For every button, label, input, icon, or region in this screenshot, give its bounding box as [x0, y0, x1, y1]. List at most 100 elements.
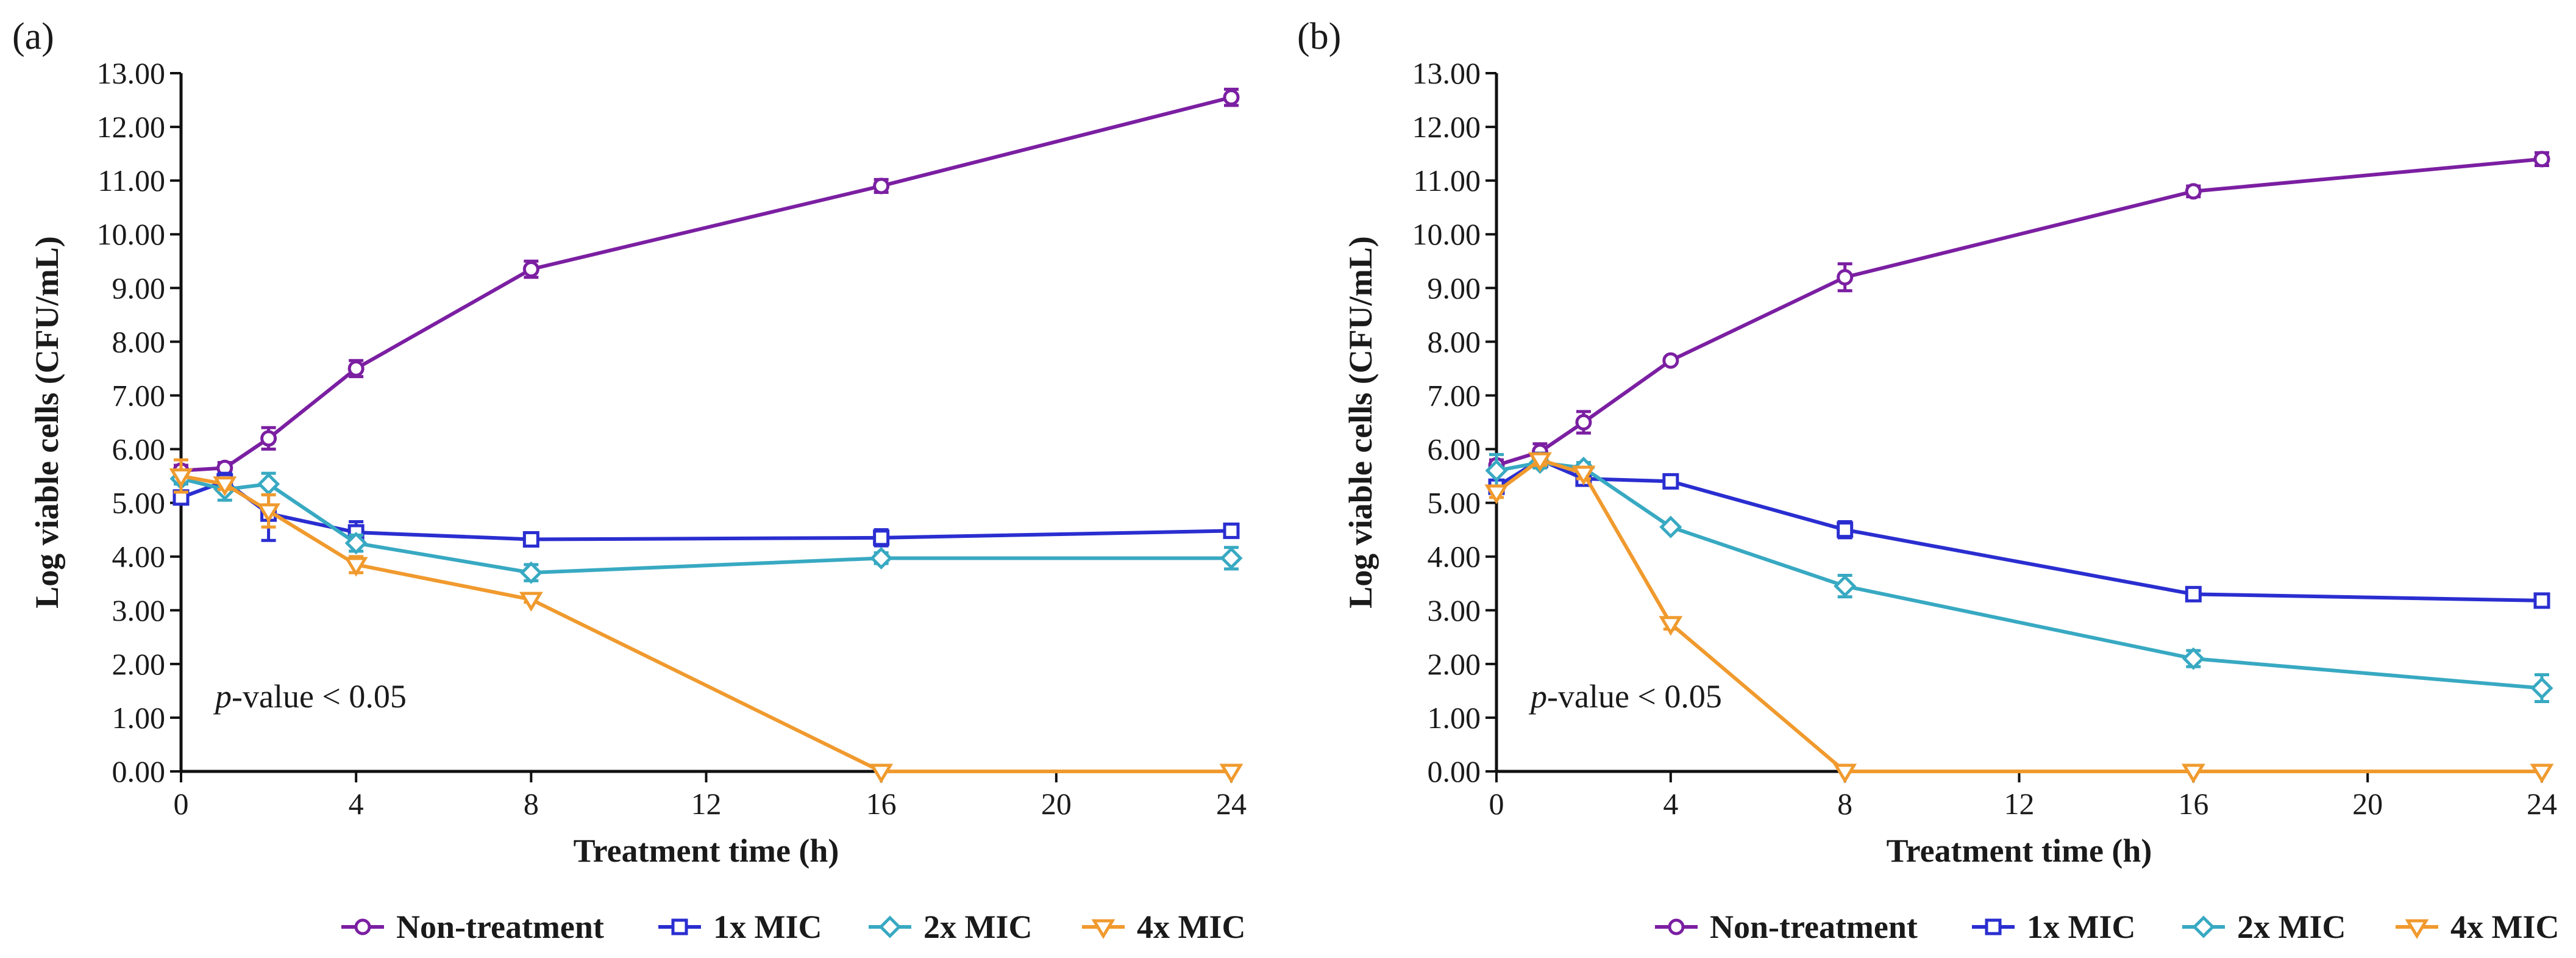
panel-a-point-1x-mic — [1223, 522, 1240, 539]
panel-b-point-4x-mic — [1833, 763, 1857, 784]
legend-panel-b: Non-treatment 1x MIC 2x MIC 4x MIC — [1655, 909, 2559, 945]
panel-a-point-4x-mic — [519, 592, 543, 612]
panel-b-y-tick-label: 6.00 — [1428, 432, 1481, 466]
panel-a-point-non-treatment — [873, 177, 890, 195]
panel-b-legend-label-4x-mic: 4x MIC — [2450, 909, 2559, 945]
panel-a-point-4x-mic — [869, 763, 894, 784]
panel-a-y-tick-label: 12.00 — [97, 110, 166, 144]
panel-b-point-1x-mic — [1662, 473, 1679, 490]
panel-a-point-4x-mic — [1219, 763, 1244, 784]
panel-a-label: (a) — [12, 16, 54, 57]
panel-a-y-tick-label: 10.00 — [97, 217, 166, 251]
panel-b-series-line-4x-mic — [1495, 457, 2542, 773]
panel-b-legend-label-non-treatment: Non-treatment — [1710, 909, 1918, 945]
panel-b-y-tick-label: 2.00 — [1428, 647, 1481, 681]
panel-a-legend-item-2x-mic: 2x MIC — [869, 909, 1032, 945]
panel-a-series-non-treatment — [173, 87, 1240, 479]
panel-a-point-1x-mic — [522, 531, 539, 548]
panel-b-y-tick-label: 12.00 — [1412, 110, 1481, 144]
panel-b-series-line-non-treatment — [1496, 157, 2542, 467]
panel-a-series-2x-mic — [169, 467, 1243, 584]
panel-b-series-4x-mic — [1484, 452, 2554, 784]
panel-b-x-tick-label: 16 — [2178, 787, 2208, 821]
panel-a-legend-label-4x-mic: 4x MIC — [1137, 909, 1245, 945]
panel-b-legend-marker-non-treatment — [1668, 918, 1685, 935]
panel-a-legend-label-non-treatment: Non-treatment — [396, 909, 604, 945]
panel-b-point-2x-mic — [1834, 574, 1857, 598]
panel-a-series-line-4x-mic — [180, 474, 1231, 773]
panel-b-y-tick-label: 11.00 — [1413, 163, 1481, 198]
panel-a-point-4x-mic — [213, 476, 237, 496]
panel-a-y-tick-label: 4.00 — [112, 540, 166, 574]
panel-a-point-non-treatment — [522, 260, 539, 277]
panel-a-y-tick-label: 8.00 — [112, 324, 166, 359]
panel-a-x-tick-label: 4 — [349, 787, 364, 821]
panel-a-point-2x-mic — [257, 473, 280, 496]
panel-a-y-axis-label: Log viable cells (CFU/mL) — [29, 236, 65, 608]
panel-a-x-tick-label: 0 — [174, 787, 189, 821]
panel-b-point-2x-mic — [1659, 515, 1682, 538]
panel-a-y-tick-label: 3.00 — [112, 593, 166, 627]
panel-a-point-2x-mic — [1220, 546, 1243, 570]
panel-a-x-tick-label: 16 — [866, 787, 897, 821]
panel-b-legend-item-2x-mic: 2x MIC — [2182, 909, 2346, 945]
panel-a-point-4x-mic — [344, 557, 368, 577]
panel-b-label: (b) — [1297, 16, 1341, 57]
panel-b-point-2x-mic — [2530, 676, 2553, 700]
panel-a-x-tick-label: 24 — [1216, 787, 1247, 821]
panel-b-y-tick-label: 7.00 — [1428, 378, 1481, 412]
panel-a-point-2x-mic — [870, 546, 893, 570]
panel-b-y-tick-label: 5.00 — [1428, 486, 1481, 520]
panel-b-legend-label-1x-mic: 1x MIC — [2027, 909, 2135, 945]
panel-b-point-1x-mic — [1837, 521, 1854, 538]
panel-a-legend-item-non-treatment: Non-treatment — [341, 909, 604, 945]
panel-b-x-tick-label: 0 — [1489, 787, 1504, 821]
panel-b-point-4x-mic — [1659, 616, 1683, 636]
panel-b-y-tick-label: 9.00 — [1428, 271, 1481, 305]
panel-b-legend-marker-1x-mic — [1985, 918, 2002, 935]
panel-b-series-non-treatment — [1488, 151, 2550, 474]
panel-a-point-2x-mic — [344, 532, 368, 555]
panel-a-y-tick-label: 13.00 — [97, 56, 166, 90]
panel-b-legend-label-2x-mic: 2x MIC — [2237, 909, 2346, 945]
panel-b-point-non-treatment — [1575, 414, 1592, 431]
panel-b-x-tick-label: 4 — [1663, 787, 1678, 821]
panel-a-legend-marker-2x-mic — [878, 915, 902, 938]
panel-b-x-tick-label: 12 — [2004, 787, 2035, 821]
panel-a-series-4x-mic — [169, 458, 1244, 784]
panel-b-point-4x-mic — [2181, 763, 2205, 784]
panel-a-y-tick-label: 5.00 — [112, 486, 166, 520]
panel-a-legend-label-1x-mic: 1x MIC — [713, 909, 822, 945]
panel-a-y-tick-label: 11.00 — [98, 163, 165, 198]
panel-b-y-tick-label: 1.00 — [1428, 701, 1481, 735]
panel-a-point-2x-mic — [519, 561, 543, 584]
panel-a-legend-marker-4x-mic — [1091, 919, 1115, 939]
panel-b-point-4x-mic — [1571, 465, 1596, 486]
panel-b-y-tick-label: 10.00 — [1412, 217, 1481, 251]
panel-a-y-tick-label: 2.00 — [112, 647, 166, 681]
panel-a-x-axis-label: Treatment time (h) — [574, 832, 839, 869]
panel-b-legend-item-4x-mic: 4x MIC — [2396, 909, 2559, 945]
panel-a-point-4x-mic — [169, 468, 193, 488]
panel-b-point-2x-mic — [1485, 459, 1508, 482]
panel-b-point-4x-mic — [1528, 452, 1552, 473]
panel-b-p-value-annotation: p-value < 0.05 — [1528, 678, 1722, 715]
panel-a-y-tick-label: 1.00 — [112, 701, 166, 735]
panel-a-y-tick-label: 6.00 — [112, 432, 166, 466]
panel-b-x-tick-label: 20 — [2352, 787, 2383, 821]
panel-a-point-non-treatment — [347, 360, 365, 377]
panel-a-point-non-treatment — [1223, 89, 1240, 106]
panel-b-point-4x-mic — [2530, 763, 2554, 784]
panel-b-point-1x-mic — [2185, 585, 2202, 602]
panel-a-legend-marker-non-treatment — [354, 918, 371, 935]
panel-a-point-4x-mic — [257, 503, 280, 523]
panel-a-y-tick-label: 7.00 — [112, 378, 166, 412]
panel-b-y-tick-label: 13.00 — [1412, 56, 1481, 90]
panel-b-legend-item-1x-mic: 1x MIC — [1972, 909, 2135, 945]
panel-b-series-2x-mic — [1485, 451, 2553, 703]
panel-a-y-tick-label: 0.00 — [112, 754, 166, 788]
panel-a-x-tick-label: 20 — [1041, 787, 1072, 821]
chart-panel-b: (b) 0.00 1.00 2.00 3.00 4.00 5.00 6.00 7.00 8.00 9… — [1297, 16, 2557, 869]
panel-a-point-non-treatment — [260, 430, 277, 447]
